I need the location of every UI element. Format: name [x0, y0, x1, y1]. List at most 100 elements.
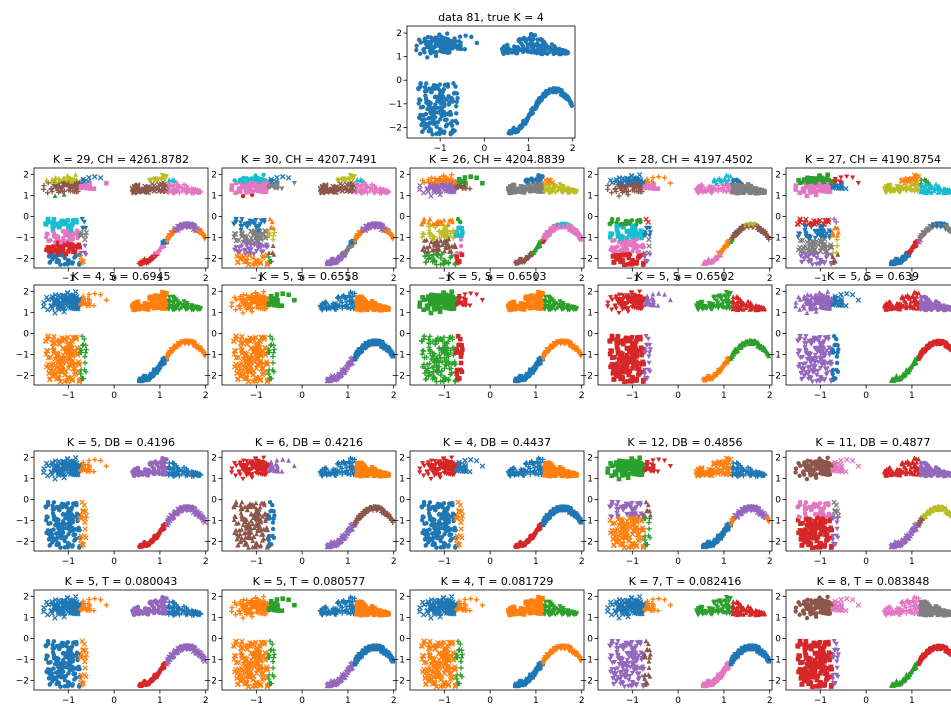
data-point — [532, 33, 538, 38]
data-point — [446, 217, 452, 223]
data-point — [462, 46, 468, 52]
data-point — [271, 346, 277, 353]
data-point — [802, 224, 808, 229]
data-point — [650, 174, 656, 181]
data-point — [433, 188, 440, 194]
data-point — [615, 217, 621, 222]
data-point — [814, 255, 820, 261]
data-point — [174, 305, 180, 311]
data-point — [422, 89, 428, 94]
data-point — [390, 351, 395, 357]
data-point — [522, 187, 528, 193]
data-point — [233, 354, 240, 361]
data-point — [147, 295, 152, 300]
data-point — [797, 216, 803, 222]
data-point — [613, 176, 620, 183]
data-point — [46, 370, 52, 377]
data-point — [549, 47, 555, 53]
data-point — [198, 189, 204, 195]
data-point — [644, 176, 650, 182]
data-point — [241, 254, 247, 261]
data-point — [256, 358, 262, 365]
data-point — [810, 188, 815, 194]
data-point — [362, 305, 368, 311]
data-point — [636, 231, 641, 236]
data-point — [354, 177, 360, 183]
data-point — [238, 228, 244, 233]
data-point — [441, 39, 446, 44]
data-point — [447, 254, 453, 261]
y-tick-label: 0 — [396, 76, 402, 86]
data-point — [536, 184, 542, 190]
data-point — [45, 361, 51, 368]
data-point — [838, 175, 844, 180]
y-tick-label: 1 — [396, 53, 402, 63]
data-point — [574, 189, 580, 195]
y-tick-label: −2 — [16, 255, 29, 265]
data-point — [620, 175, 626, 182]
data-point — [51, 181, 57, 188]
data-point — [459, 233, 464, 238]
data-point — [820, 228, 826, 233]
data-point — [743, 188, 749, 194]
data-point — [77, 349, 84, 355]
point-layer — [229, 172, 396, 268]
data-point — [55, 252, 60, 257]
data-point — [913, 181, 920, 187]
data-point — [459, 369, 465, 375]
data-point — [48, 251, 54, 257]
data-point — [65, 217, 71, 223]
data-point — [414, 43, 419, 48]
data-point — [253, 299, 259, 306]
data-point — [824, 231, 830, 237]
data-point — [71, 249, 76, 255]
data-point — [50, 220, 55, 225]
data-point — [154, 369, 160, 375]
y-tick-label: 0 — [211, 329, 217, 339]
data-point — [155, 295, 161, 300]
data-point — [234, 376, 241, 383]
data-point — [76, 242, 81, 248]
data-point — [45, 216, 51, 222]
data-point — [822, 236, 828, 243]
data-point — [628, 242, 633, 248]
data-point — [249, 179, 254, 185]
data-point — [943, 187, 949, 193]
data-point — [805, 179, 811, 185]
y-tick-label: 2 — [23, 287, 29, 297]
data-point — [458, 354, 464, 359]
data-point — [618, 233, 624, 239]
data-point — [66, 223, 71, 229]
data-point — [62, 255, 67, 261]
data-point — [452, 359, 458, 365]
data-point — [176, 307, 182, 313]
data-point — [607, 221, 612, 226]
data-point — [829, 180, 834, 186]
data-point — [430, 107, 436, 112]
data-point — [266, 258, 273, 264]
y-tick-label: −1 — [16, 350, 29, 360]
data-point — [728, 173, 733, 179]
data-point — [442, 103, 447, 109]
data-point — [91, 303, 97, 309]
data-point — [367, 305, 373, 311]
data-point — [257, 222, 263, 227]
data-point — [181, 304, 187, 309]
data-point — [140, 306, 146, 311]
data-point — [132, 301, 137, 306]
data-point — [246, 369, 253, 375]
data-point — [237, 249, 243, 254]
data-point — [903, 188, 909, 194]
data-point — [640, 262, 646, 267]
data-point — [258, 188, 264, 194]
data-point — [50, 360, 57, 367]
data-point — [331, 303, 338, 309]
data-point — [619, 236, 624, 242]
data-point — [609, 216, 615, 222]
data-point — [520, 186, 525, 192]
data-point — [250, 349, 257, 355]
data-point — [824, 185, 830, 191]
data-point — [259, 371, 266, 378]
